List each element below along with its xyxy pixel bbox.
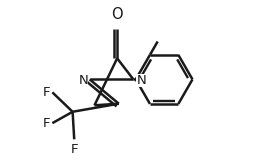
Text: O: O — [111, 7, 123, 22]
Text: N: N — [78, 75, 88, 87]
Text: N: N — [136, 74, 146, 87]
Text: F: F — [42, 86, 50, 99]
Text: F: F — [70, 143, 78, 156]
Text: F: F — [42, 117, 50, 130]
